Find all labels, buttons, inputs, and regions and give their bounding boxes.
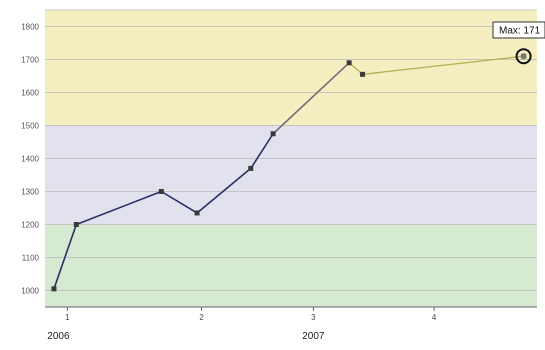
max-label-text: Max: 171 [499,26,541,37]
max-highlight-circle [515,48,532,65]
y-tick-label: 1800 [21,23,39,32]
data-point-marker [158,189,164,194]
data-point-marker [73,222,79,227]
x-year-label: 2007 [302,331,325,342]
y-tick-label: 1200 [21,221,39,230]
x-tick-label: 1 [65,313,70,322]
background-band [45,125,537,225]
max-point-dot [520,53,527,60]
background-band [45,224,537,307]
background-band [45,10,537,126]
y-tick-label: 1000 [21,287,39,296]
x-tick-label: 3 [311,313,316,322]
data-point-marker [346,60,352,66]
y-tick-label: 1400 [21,155,39,164]
series-line-segment [160,190,198,214]
data-point-marker [248,165,254,171]
y-tick-label: 1700 [21,56,39,65]
data-point-marker [360,71,366,77]
series-line-segment [53,224,78,290]
series-line-segment [76,190,162,226]
series-line-segment [272,62,350,135]
x-year-label: 2006 [47,331,70,342]
series-line-segment [362,55,524,75]
max-label-box [492,21,545,39]
y-tick-label: 1600 [21,89,39,98]
data-point-marker [270,131,276,137]
data-point-marker [194,210,200,216]
y-tick-label: 1100 [22,254,40,263]
series-line-segment [196,167,252,214]
data-point-marker [51,286,57,292]
y-tick-label: 1300 [21,188,39,197]
y-tick-label: 1500 [21,122,39,131]
series-line-segment [250,133,274,169]
x-tick-label: 4 [432,313,437,322]
x-tick-label: 2 [199,313,204,322]
